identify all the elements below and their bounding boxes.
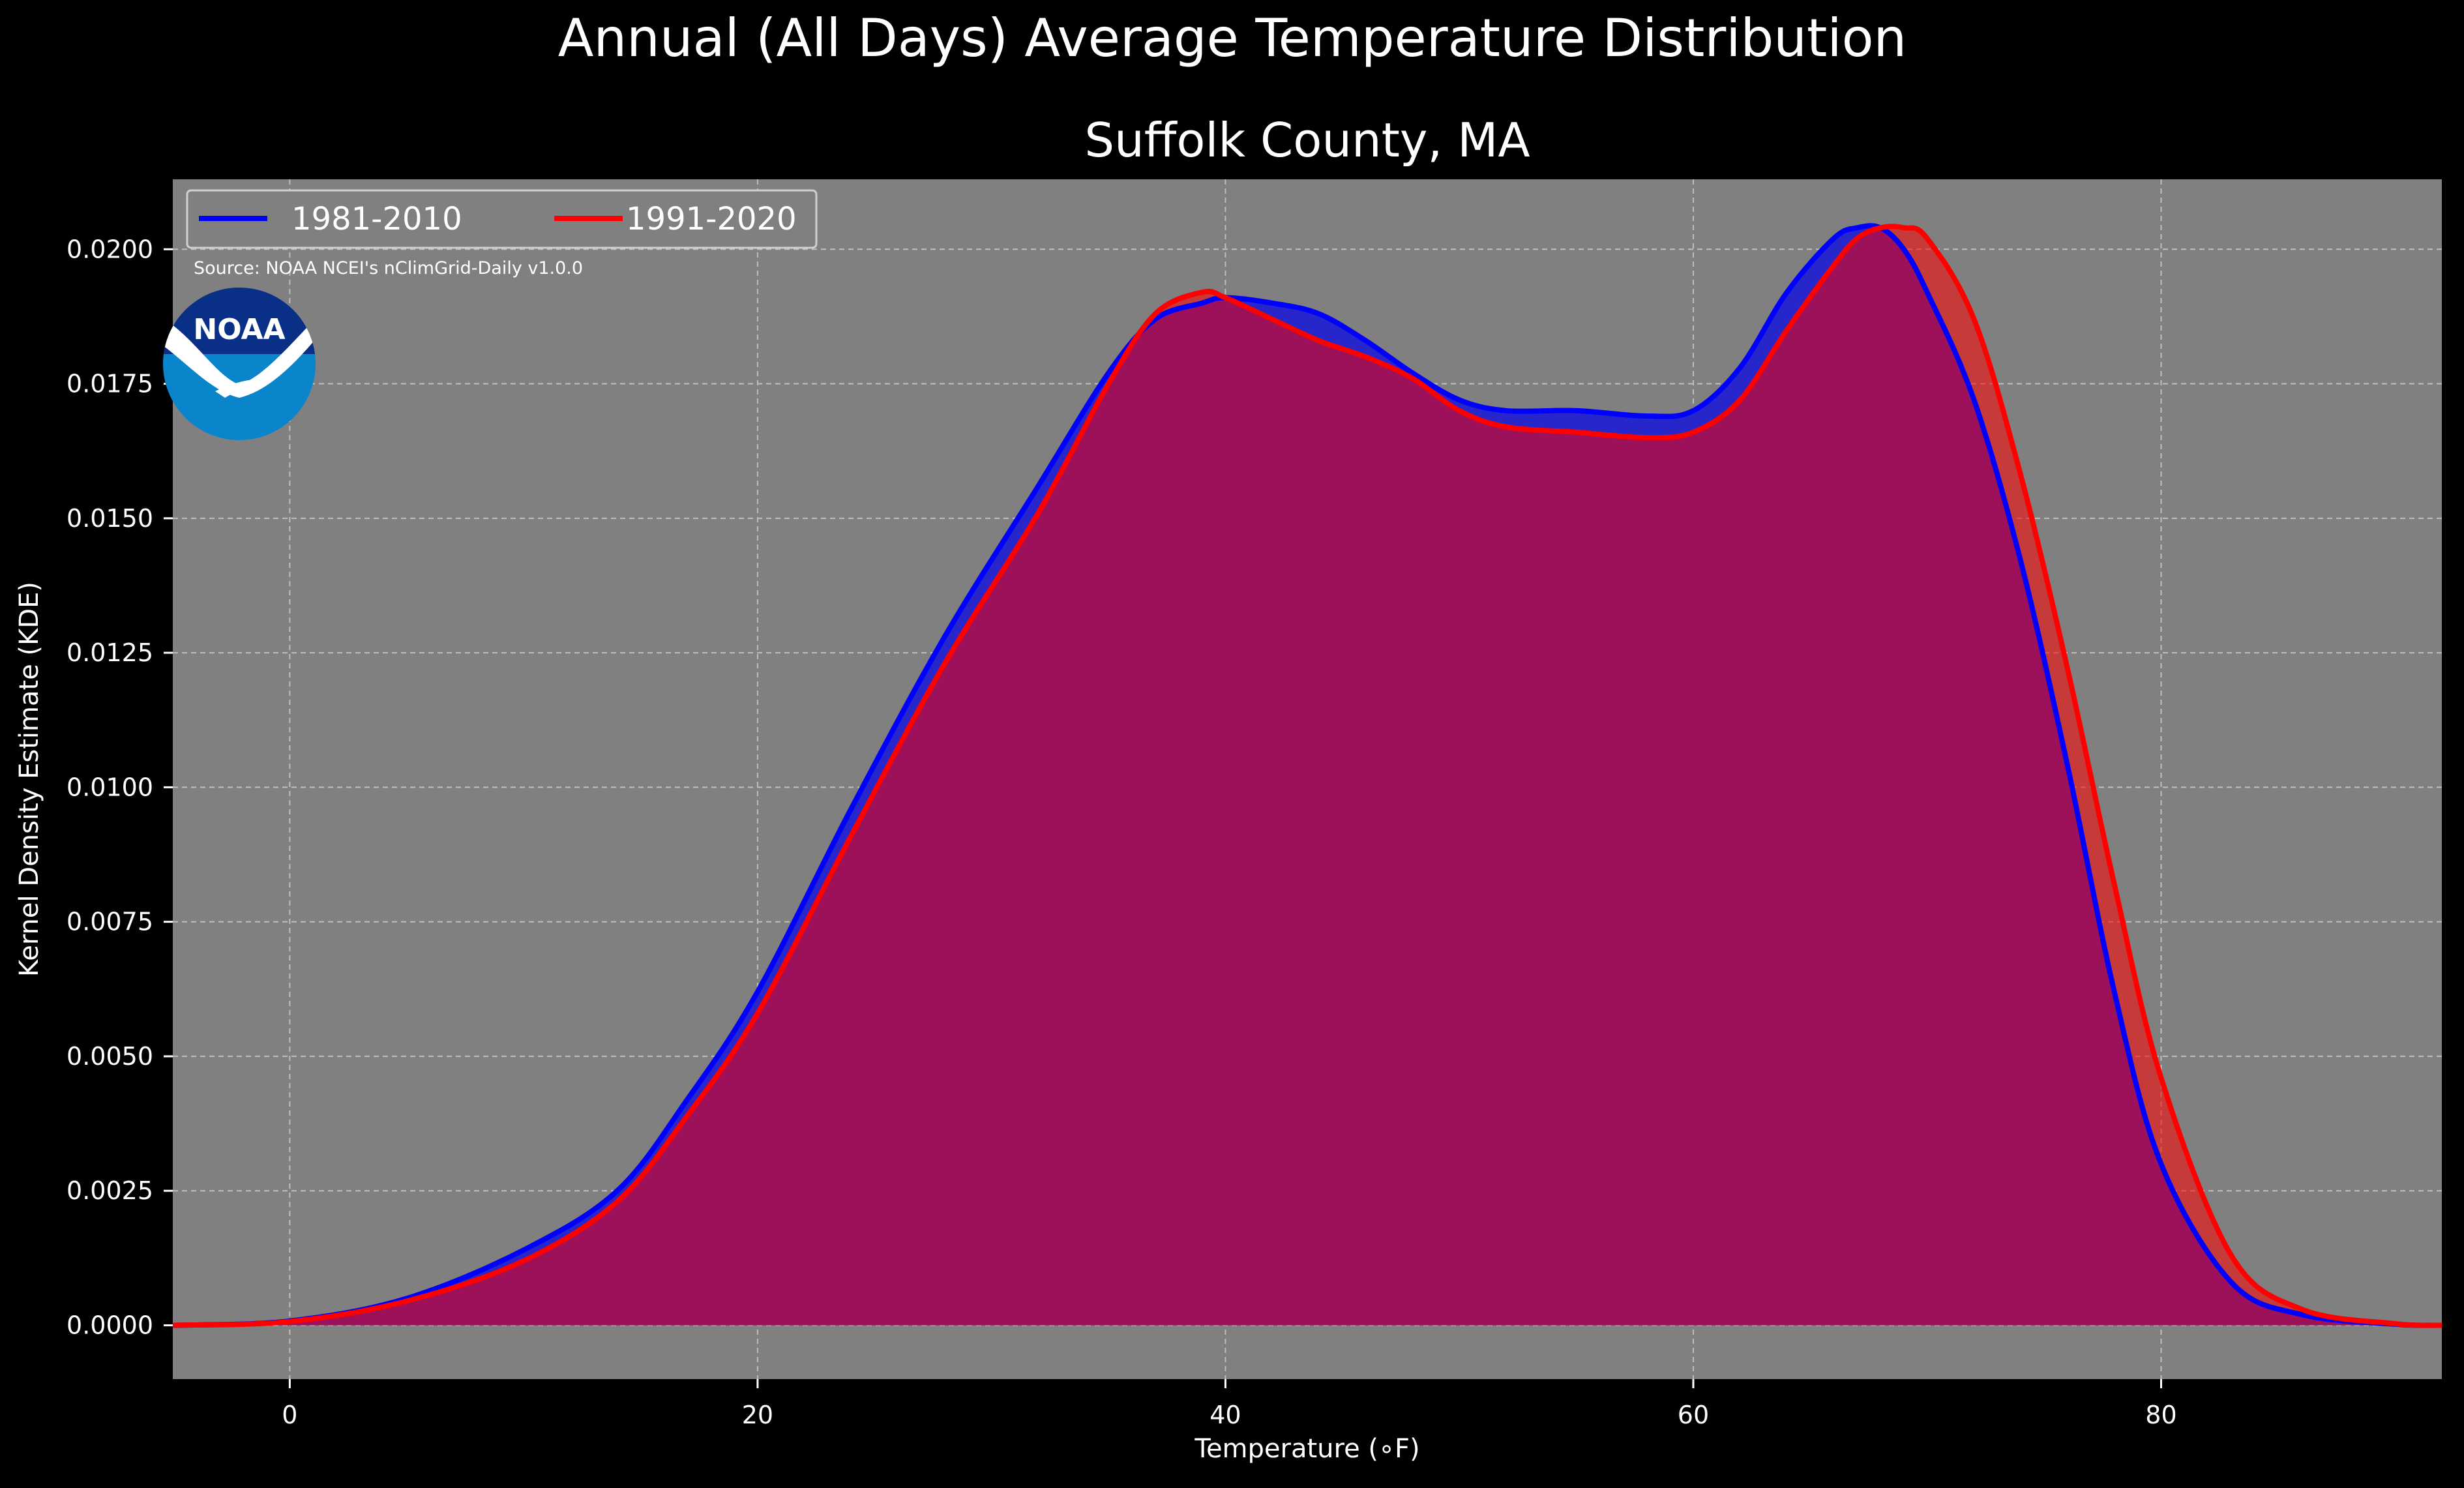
source-note: Source: NOAA NCEI's nClimGrid-Daily v1.0… xyxy=(194,258,583,278)
legend-box xyxy=(186,189,818,249)
series-area-1991-2020 xyxy=(173,226,2442,1326)
x-axis-label: Temperature (∘F) xyxy=(1194,1434,1419,1464)
y-tick-label: 0.0025 xyxy=(67,1176,153,1205)
y-tick-label: 0.0075 xyxy=(67,908,153,936)
series-line-1991-2020 xyxy=(172,224,2442,1328)
x-tick-label: 80 xyxy=(2145,1401,2176,1429)
noaa-logo: NOAA xyxy=(163,288,316,440)
y-tick-label: 0.0100 xyxy=(67,773,153,801)
noaa-logo-gull-icon xyxy=(163,318,316,398)
y-tick-label: 0.0050 xyxy=(67,1042,153,1071)
y-tick-label: 0.0150 xyxy=(67,504,153,533)
legend-label-1991-2020: 1991-2020 xyxy=(626,201,797,237)
y-tick-label: 0.0175 xyxy=(67,370,153,398)
y-axis-label: Kernel Density Estimate (KDE) xyxy=(14,582,44,977)
y-tick-label: 0.0200 xyxy=(67,235,153,263)
series-line-1981-2010 xyxy=(172,223,2442,1328)
legend: 1981-2010 1991-2020 xyxy=(186,189,818,249)
x-tick-label: 0 xyxy=(282,1401,297,1429)
chart-subtitle: Suffolk County, MA xyxy=(1084,113,1530,168)
x-tick-label: 60 xyxy=(1678,1401,1709,1429)
x-tick-label: 20 xyxy=(742,1401,773,1429)
chart-title: Annual (All Days) Average Temperature Di… xyxy=(558,8,1907,68)
x-tick-label: 40 xyxy=(1210,1401,1241,1429)
series-layer xyxy=(172,223,2442,1328)
y-tick-label: 0.0125 xyxy=(67,638,153,667)
legend-label-1981-2010: 1981-2010 xyxy=(291,201,462,237)
noaa-logo-text: NOAA xyxy=(193,313,285,346)
noaa-logo-wing-icon xyxy=(215,378,274,398)
axis-layer: 0 20 40 60 80 0.0000 0.0025 0.0050 0.0075 0.0100 0… xyxy=(67,235,2177,1429)
y-tick-label: 0.0000 xyxy=(67,1311,153,1339)
